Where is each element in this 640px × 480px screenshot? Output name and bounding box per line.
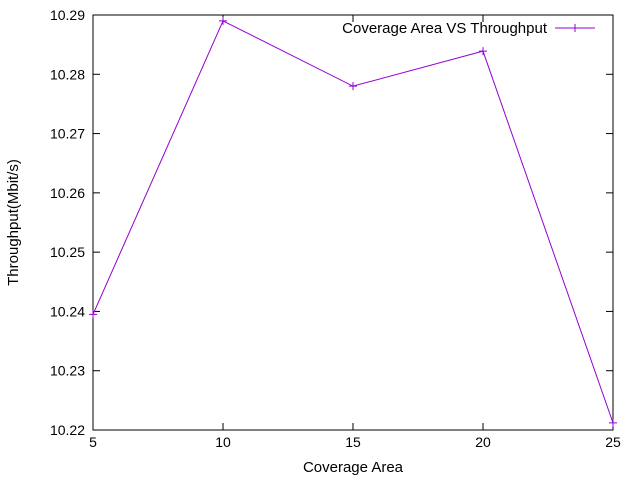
- x-tick-label: 20: [475, 434, 491, 450]
- y-tick-label: 10.22: [50, 422, 85, 438]
- x-tick-label: 25: [605, 434, 621, 450]
- ticks-group: [92, 14, 614, 431]
- legend-label: Coverage Area VS Throughput: [342, 20, 548, 37]
- plot-frame-group: [92, 14, 614, 431]
- legend-marker: [571, 24, 579, 32]
- y-tick-label: 10.26: [50, 185, 85, 201]
- y-tick-label: 10.28: [50, 66, 85, 82]
- x-tick-label: 5: [89, 434, 97, 450]
- data-point-marker: [89, 310, 97, 319]
- x-tick-label: 10: [215, 434, 231, 450]
- y-tick-label: 10.29: [50, 7, 85, 23]
- x-axis-title: Coverage Area: [303, 459, 404, 476]
- y-tick-label: 10.24: [50, 303, 85, 319]
- plot-frame: [92, 14, 614, 431]
- data-point-marker: [479, 47, 487, 56]
- y-axis-title: Throughput(Mbit/s): [5, 159, 22, 286]
- tick-labels-group: 5 10 15 20 25 10.22 10.23 10.24 10.25 10.26 10.27 1…: [50, 7, 621, 450]
- data-point-marker: [349, 82, 357, 91]
- data-point-marker: [609, 418, 617, 427]
- y-tick-label: 10.23: [50, 363, 85, 379]
- series-line: [92, 20, 614, 424]
- y-tick-label: 10.27: [50, 126, 85, 142]
- series-layer: [89, 16, 617, 427]
- x-tick-label: 15: [345, 434, 361, 450]
- y-tick-label: 10.25: [50, 244, 85, 260]
- data-point-marker: [219, 16, 227, 25]
- legend: Coverage Area VS Throughput: [342, 20, 595, 37]
